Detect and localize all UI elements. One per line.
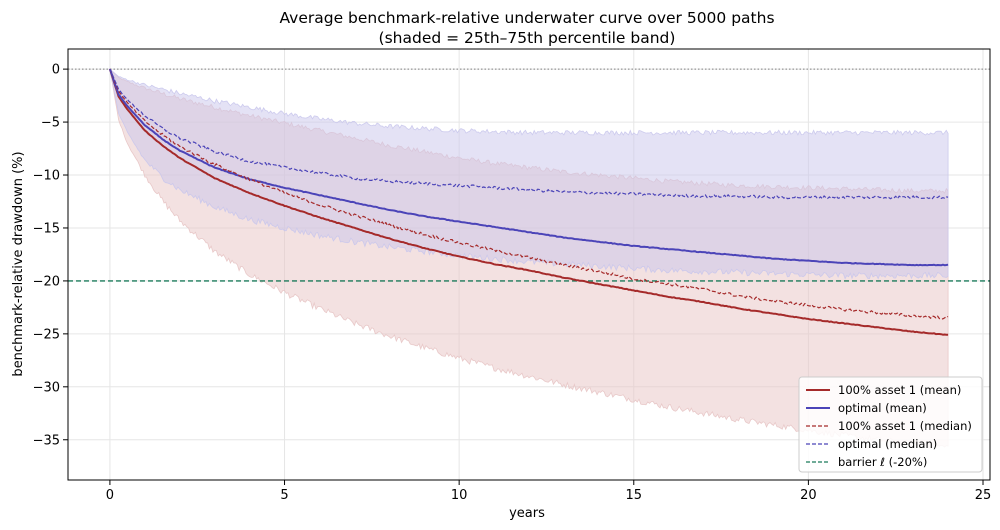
y-axis-ticks: 0 −5 −10 −15 −20 −25 −30 −35 xyxy=(33,63,68,448)
legend-label-optimal-median: optimal (median) xyxy=(838,437,937,451)
y-tick-label: −20 xyxy=(33,274,60,289)
y-tick-label: −10 xyxy=(33,169,60,184)
y-axis-label: benchmark-relative drawdown (%) xyxy=(11,151,26,376)
x-tick-label: 20 xyxy=(800,488,817,503)
series-lines xyxy=(108,68,949,336)
x-axis-ticks: 0 5 10 15 20 25 xyxy=(106,480,992,503)
y-tick-label: −30 xyxy=(33,380,60,395)
y-tick-label: −25 xyxy=(33,327,60,342)
reference-lines xyxy=(68,68,990,282)
y-tick-label: 0 xyxy=(52,63,60,78)
plot-frame xyxy=(67,48,991,481)
percentile-band-optimal xyxy=(109,68,949,280)
x-tick-label: 25 xyxy=(975,488,992,503)
x-tick-label: 10 xyxy=(451,488,468,503)
legend-label-100-asset-1-median: 100% asset 1 (median) xyxy=(838,419,972,433)
y-tick-label: −35 xyxy=(33,433,60,448)
x-axis-label: years xyxy=(509,506,545,521)
chart-title: Average benchmark-relative underwater cu… xyxy=(279,9,774,27)
series-100-asset-1-median xyxy=(109,68,949,320)
x-tick-label: 15 xyxy=(625,488,642,503)
y-tick-label: −5 xyxy=(41,116,60,131)
y-tick-label: −15 xyxy=(33,221,60,236)
series-optimal-median xyxy=(109,68,949,200)
series-100-asset-1-mean xyxy=(108,68,949,336)
legend-box xyxy=(798,376,983,473)
legend-label-100-asset-1-mean: 100% asset 1 (mean) xyxy=(838,383,961,397)
chart-subtitle: (shaded = 25th–75th percentile band) xyxy=(379,29,676,47)
x-tick-label: 5 xyxy=(280,488,288,503)
percentile-bands xyxy=(109,67,949,449)
legend-label-barrier-20: barrier ℓ (-20%) xyxy=(838,455,927,469)
x-tick-label: 0 xyxy=(106,488,114,503)
legend: 100% asset 1 (mean) optimal (mean) 100% as… xyxy=(798,376,983,473)
legend-label-optimal-mean: optimal (mean) xyxy=(838,401,927,415)
